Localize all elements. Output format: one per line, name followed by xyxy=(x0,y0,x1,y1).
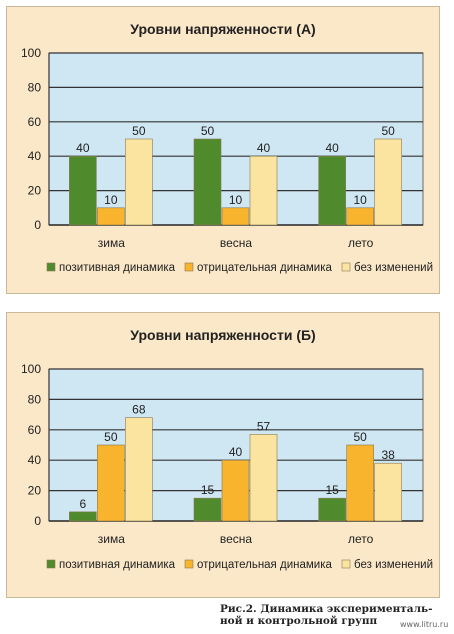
legend-label: отрицательная динамика xyxy=(197,262,332,274)
x-tick-label: весна xyxy=(220,532,253,546)
legend-swatch xyxy=(342,263,350,271)
legend-swatch xyxy=(47,263,55,271)
chart-panel-a: Уровни напряженности (А) 0 20 40 60 80 100 40 1… xyxy=(6,6,440,294)
bar xyxy=(69,512,96,521)
bar xyxy=(222,460,249,521)
data-label: 50 xyxy=(104,430,118,444)
x-tick-label: лето xyxy=(348,532,374,546)
data-label: 15 xyxy=(325,483,339,497)
data-label: 40 xyxy=(229,445,243,459)
y-tick-label: 100 xyxy=(21,362,41,376)
legend-swatch xyxy=(342,560,350,568)
bar xyxy=(250,156,277,225)
bar-chart-b: 0 20 40 60 80 100 6 50 68 зима 15 40 57 весна 15 50 38 ле… xyxy=(7,313,439,597)
data-label: 50 xyxy=(353,430,367,444)
bar xyxy=(347,445,374,521)
data-label: 40 xyxy=(325,141,339,155)
y-tick-label: 60 xyxy=(28,115,42,129)
data-label: 10 xyxy=(353,193,367,207)
legend-label: отрицательная динамика xyxy=(197,559,332,571)
legend-swatch xyxy=(47,560,55,568)
legend-label: позитивная динамика xyxy=(59,559,176,571)
bar xyxy=(347,208,374,225)
data-label: 38 xyxy=(381,448,395,462)
data-label: 6 xyxy=(79,497,86,511)
y-tick-label: 40 xyxy=(28,149,42,163)
x-tick-label: зима xyxy=(98,532,125,546)
bar xyxy=(69,156,96,225)
data-label: 57 xyxy=(257,419,271,433)
bar xyxy=(125,139,152,225)
bar xyxy=(250,434,277,521)
data-label: 68 xyxy=(132,403,146,417)
legend-label: без изменений xyxy=(354,262,433,274)
x-tick-label: весна xyxy=(220,236,253,250)
data-label: 10 xyxy=(104,193,118,207)
y-tick-label: 60 xyxy=(28,423,42,437)
y-tick-label: 80 xyxy=(28,392,42,406)
y-tick-label: 100 xyxy=(21,46,41,60)
y-tick-label: 20 xyxy=(28,484,42,498)
x-tick-label: зима xyxy=(98,236,125,250)
legend-swatch xyxy=(185,263,193,271)
y-tick-label: 20 xyxy=(28,184,42,198)
caption-line-1: Рис.2. Динамика эксперименталь- xyxy=(220,603,450,615)
data-label: 10 xyxy=(229,193,243,207)
y-tick-label: 40 xyxy=(28,453,42,467)
legend-label: без изменений xyxy=(354,559,433,571)
x-tick-label: лето xyxy=(348,236,374,250)
y-tick-label: 0 xyxy=(34,218,41,232)
bar xyxy=(194,139,221,225)
data-label: 40 xyxy=(76,141,90,155)
bar xyxy=(125,418,152,521)
bar xyxy=(97,208,124,225)
bar xyxy=(375,139,402,225)
bar xyxy=(97,445,124,521)
y-tick-label: 0 xyxy=(34,514,41,528)
watermark-text: www.litru.ru xyxy=(400,620,448,629)
data-label: 15 xyxy=(201,483,215,497)
bar xyxy=(319,498,346,521)
chart-panel-b: Уровни напряженности (Б) 0 20 40 60 80 100 6 50… xyxy=(6,312,440,598)
legend-swatch xyxy=(185,560,193,568)
bar xyxy=(375,463,402,521)
legend-label: позитивная динамика xyxy=(59,262,176,274)
data-label: 50 xyxy=(381,124,395,138)
y-tick-label: 80 xyxy=(28,80,42,94)
data-label: 50 xyxy=(132,124,146,138)
bar-chart-a: 0 20 40 60 80 100 40 10 50 зима 50 10 40 весна 40 10 50 л… xyxy=(7,7,439,293)
data-label: 40 xyxy=(257,141,271,155)
bar xyxy=(194,498,221,521)
bar xyxy=(319,156,346,225)
bar xyxy=(222,208,249,225)
data-label: 50 xyxy=(201,124,215,138)
